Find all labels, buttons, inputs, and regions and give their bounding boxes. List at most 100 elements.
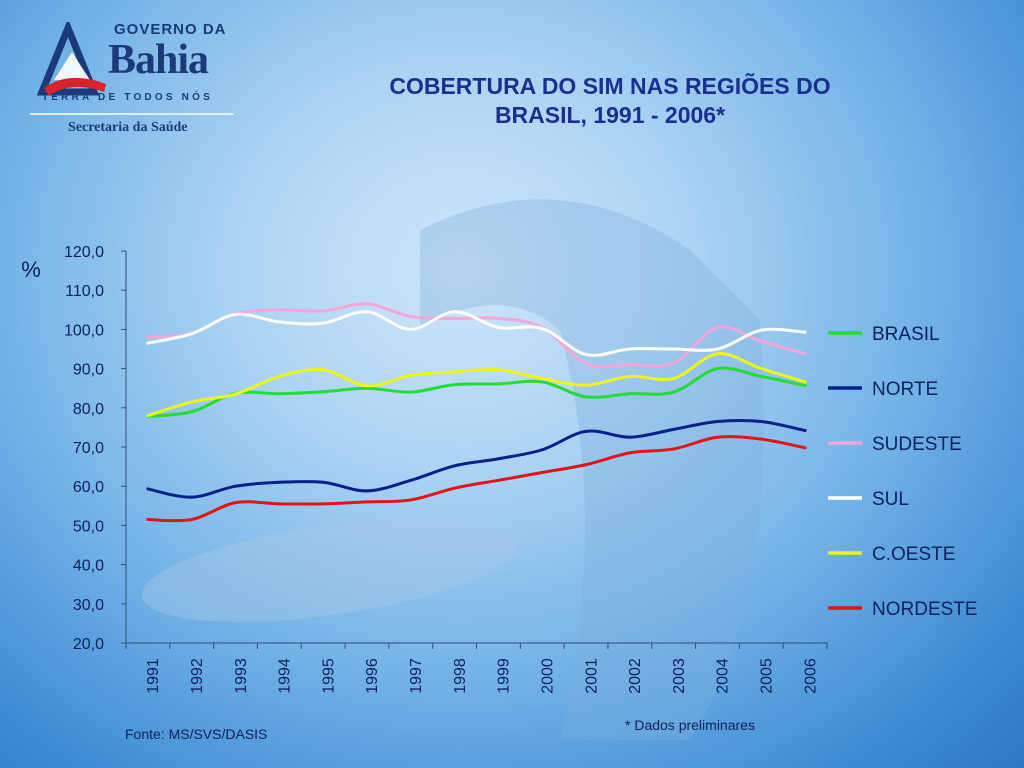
data-point-c-oeste: [234, 392, 238, 396]
series-line-c-oeste: [146, 352, 807, 418]
data-point-norte: [759, 420, 763, 424]
data-point-sul: [234, 313, 238, 317]
data-point-norte: [365, 489, 369, 493]
data-point-brasil: [715, 367, 719, 371]
data-point-brasil: [365, 386, 369, 390]
data-point-nordeste: [234, 501, 238, 505]
data-point-brasil: [321, 390, 325, 394]
x-tick-label: 2003: [671, 658, 688, 694]
data-point-norte: [803, 429, 807, 433]
data-point-brasil: [628, 392, 632, 396]
y-tick-label: 30,0: [73, 597, 104, 614]
data-point-sul: [277, 320, 281, 324]
data-point-c-oeste: [672, 376, 676, 380]
legend-label-brasil: BRASIL: [872, 324, 940, 345]
data-point-sudeste: [803, 352, 807, 356]
data-point-sudeste: [321, 309, 325, 313]
logo-bahia-text: Bahia: [108, 37, 209, 83]
data-point-c-oeste: [759, 367, 763, 371]
logo-mark-icon: [36, 22, 106, 96]
x-tick-label: 2000: [539, 658, 556, 694]
data-point-sul: [321, 321, 325, 325]
data-point-brasil: [803, 383, 807, 387]
data-point-c-oeste: [715, 352, 719, 356]
x-tick-label: 1993: [233, 658, 250, 694]
x-tick-label: 2001: [583, 658, 600, 694]
data-point-c-oeste: [409, 373, 413, 377]
data-point-nordeste: [146, 518, 150, 522]
x-tick-label: 1999: [496, 658, 513, 694]
x-tick-label: 2004: [715, 658, 732, 694]
logo-government-text: GOVERNO DA: [114, 21, 227, 38]
data-point-norte: [628, 435, 632, 439]
data-point-sudeste: [628, 363, 632, 367]
legend-label-c-oeste: C.OESTE: [872, 544, 955, 565]
data-point-sul: [584, 352, 588, 356]
data-point-c-oeste: [803, 380, 807, 384]
data-point-sudeste: [584, 362, 588, 366]
data-point-norte: [496, 457, 500, 461]
data-point-nordeste: [628, 451, 632, 455]
data-point-sudeste: [146, 335, 150, 339]
data-point-c-oeste: [584, 383, 588, 387]
data-point-nordeste: [540, 470, 544, 474]
x-tick-label: 2006: [802, 658, 819, 694]
data-point-nordeste: [496, 478, 500, 482]
data-point-sul: [672, 347, 676, 351]
data-point-norte: [540, 448, 544, 452]
series-line-nordeste: [146, 435, 807, 523]
data-point-sudeste: [277, 308, 281, 312]
data-point-c-oeste: [277, 374, 281, 378]
data-point-sul: [190, 332, 194, 336]
x-tick-label: 1994: [277, 658, 294, 694]
y-tick-label: 50,0: [73, 518, 104, 535]
data-point-sul: [540, 327, 544, 331]
y-axis-label: %: [21, 257, 41, 282]
preliminary-note: * Dados preliminares: [625, 717, 755, 733]
data-point-c-oeste: [321, 368, 325, 372]
series-line-norte: [146, 418, 807, 499]
x-tick-label: 1996: [364, 658, 381, 694]
y-tick-label: 90,0: [73, 362, 104, 379]
data-point-sul: [409, 327, 413, 331]
data-point-norte: [715, 420, 719, 424]
data-point-nordeste: [672, 447, 676, 451]
chart-title: COBERTURA DO SIM NAS REGIÕES DO BRASIL, …: [300, 72, 920, 130]
data-point-nordeste: [715, 435, 719, 439]
data-point-nordeste: [190, 518, 194, 522]
data-point-norte: [146, 487, 150, 491]
y-tick-label: 80,0: [73, 401, 104, 418]
data-point-brasil: [453, 383, 457, 387]
y-tick-label: 120,0: [64, 244, 104, 261]
x-tick-label: 2002: [627, 658, 644, 694]
data-point-sudeste: [715, 325, 719, 329]
data-point-nordeste: [759, 437, 763, 441]
data-point-norte: [584, 429, 588, 433]
data-point-brasil: [277, 392, 281, 396]
y-tick-label: 40,0: [73, 558, 104, 575]
logo-divider: [30, 113, 234, 115]
series-line-brasil: [146, 366, 807, 418]
data-point-nordeste: [453, 486, 457, 490]
series-line-sul: [146, 310, 807, 357]
y-tick-label: 70,0: [73, 440, 104, 457]
data-point-sudeste: [759, 339, 763, 343]
data-point-norte: [190, 495, 194, 499]
x-tick-label: 1998: [452, 658, 469, 694]
data-point-nordeste: [584, 463, 588, 467]
chart-title-line-1: COBERTURA DO SIM NAS REGIÕES DO: [389, 73, 831, 99]
data-point-brasil: [672, 390, 676, 394]
data-point-sudeste: [496, 316, 500, 320]
data-point-sul: [715, 347, 719, 351]
x-tick-label: 1995: [320, 658, 337, 694]
data-point-sul: [803, 330, 807, 334]
data-point-c-oeste: [540, 376, 544, 380]
x-tick-label: 1992: [189, 658, 206, 694]
data-point-brasil: [584, 395, 588, 399]
y-tick-label: 60,0: [73, 479, 104, 496]
data-point-nordeste: [277, 502, 281, 506]
data-point-sudeste: [453, 316, 457, 320]
data-point-c-oeste: [628, 374, 632, 378]
